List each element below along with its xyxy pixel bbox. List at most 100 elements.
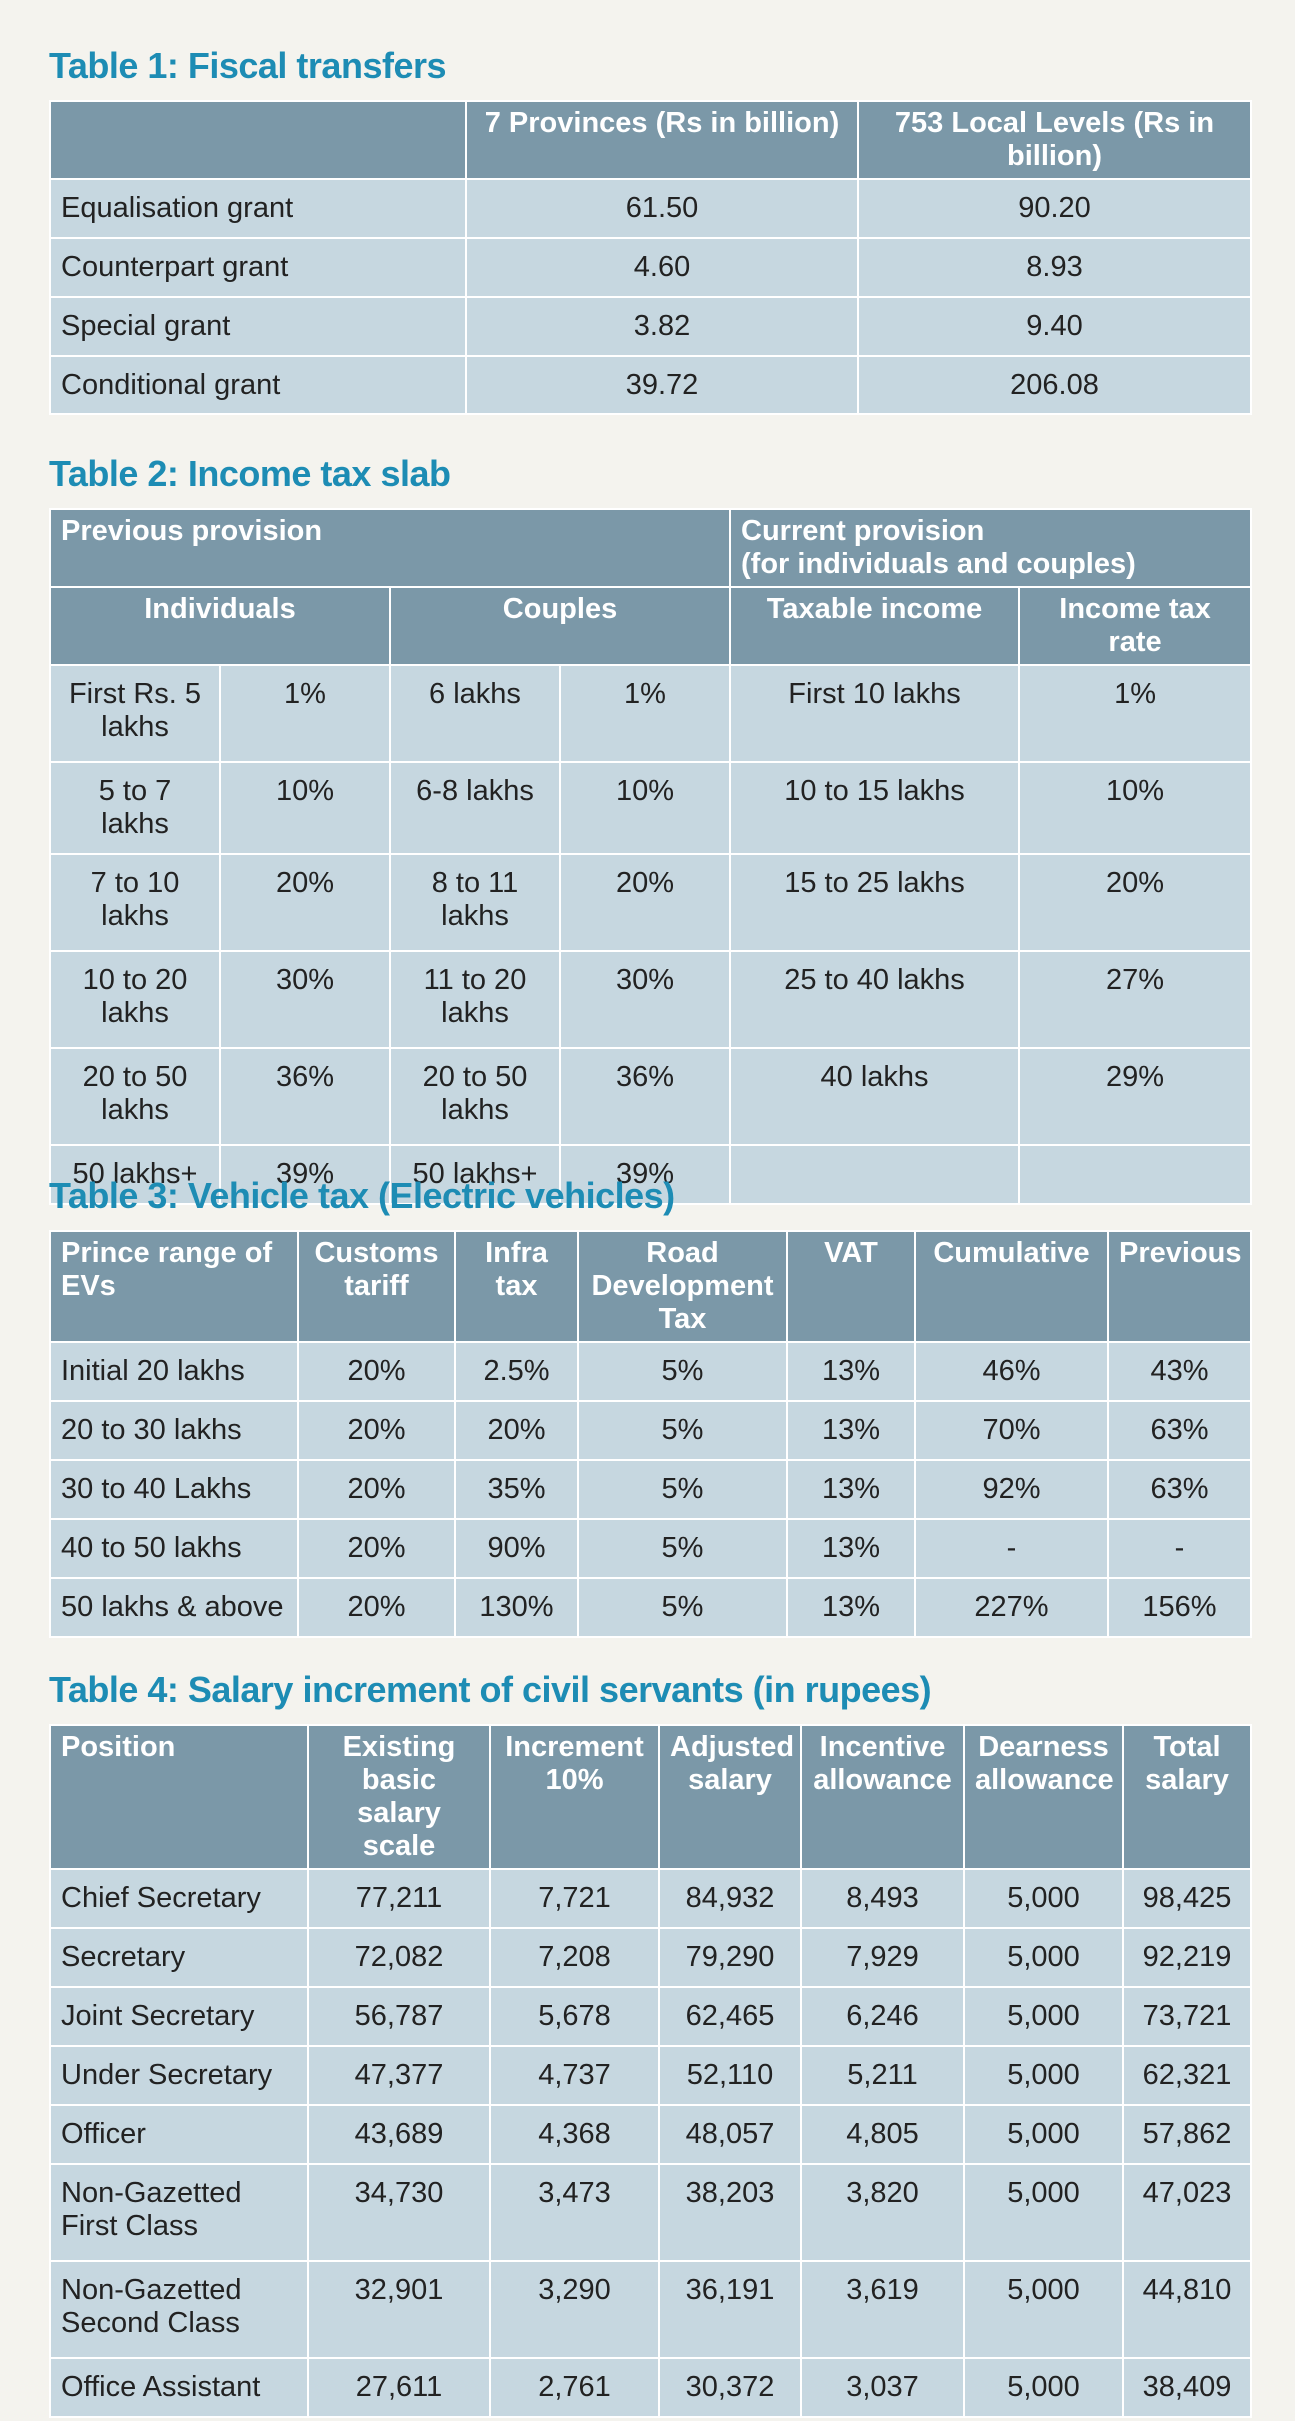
table1-header-row: 7 Provinces (Rs in billion) 753 Local Le…: [49, 100, 1252, 180]
table4-row: Non-Gazetted Second Class 32,901 3,290 36,1…: [49, 2260, 1252, 2359]
table3-cell: 2.5%: [454, 1341, 579, 1402]
table4-cell: 44,810: [1122, 2260, 1252, 2359]
table3-cell: 20%: [454, 1400, 579, 1461]
table2-subheader-row: Individuals Couples Taxable income Incom…: [49, 586, 1253, 666]
table3-row: 40 to 50 lakhs 20% 90% 5% 13% - -: [49, 1518, 1252, 1579]
table4-title: Table 4: Salary increment of civil serva…: [49, 1669, 932, 1710]
table2-cell: 10 to 15 lakhs: [729, 761, 1021, 855]
table4-row: Secretary 72,082 7,208 79,290 7,929 5,000 92,2…: [49, 1927, 1252, 1988]
table3-cell: 20%: [297, 1400, 456, 1461]
table1-cell: 9.40: [857, 296, 1252, 357]
table4-cell: Officer: [49, 2104, 309, 2165]
table4-cell: 3,290: [489, 2260, 660, 2359]
table4-header-cell: Existing basic salary scale: [307, 1724, 491, 1870]
table4-header-cell: Increment 10%: [489, 1724, 660, 1870]
table2-cell: 30%: [558, 950, 732, 1049]
table1-cell: 8.93: [857, 237, 1252, 298]
taxable-income-header: Taxable income: [729, 586, 1021, 666]
previous-provision-header: Previous provision: [48, 508, 732, 588]
table4-cell: Chief Secretary: [49, 1868, 309, 1929]
table3-header-row: Prince range of EVs Customs tariff Infra…: [49, 1230, 1252, 1343]
table4-cell: 4,368: [489, 2104, 660, 2165]
table2-row: First Rs. 5 lakhs 1% 6 lakhs 1% First 10 lak…: [49, 664, 1253, 763]
table3-header-cell: Customs tariff: [297, 1230, 456, 1343]
table4-cell: 4,737: [489, 2045, 660, 2106]
table4-cell: 38,203: [658, 2163, 802, 2262]
table2-cell: [1018, 1144, 1253, 1205]
fiscal-transfers-table: 7 Provinces (Rs in billion) 753 Local Le…: [49, 100, 1252, 415]
table3-cell: -: [1107, 1518, 1252, 1579]
table4-cell: 52,110: [658, 2045, 802, 2106]
couples-header: Couples: [388, 586, 732, 666]
table2-cell: 1%: [558, 664, 732, 763]
table2-cell: 7 to 10 lakhs: [49, 853, 221, 952]
table2-cell: 20 to 50 lakhs: [389, 1047, 561, 1146]
table4-header-cell: Dearness allowance: [963, 1724, 1124, 1870]
table4-cell: 62,465: [658, 1986, 802, 2047]
table3-cell: 5%: [577, 1400, 788, 1461]
table3-cell: 156%: [1107, 1577, 1252, 1638]
table2-row: 7 to 10 lakhs 20% 8 to 11 lakhs 20% 15 to 25…: [49, 853, 1253, 952]
table4-cell: 62,321: [1122, 2045, 1252, 2106]
table4-row: Non-Gazetted First Class 34,730 3,473 38,20…: [49, 2163, 1252, 2262]
table3-cell: 43%: [1107, 1341, 1252, 1402]
table2-cell: 10 to 20 lakhs: [49, 950, 221, 1049]
table3-cell: 46%: [914, 1341, 1109, 1402]
table4-header-cell: Adjusted salary: [658, 1724, 802, 1870]
table4-cell: 79,290: [658, 1927, 802, 1988]
table4-cell: 5,000: [963, 1986, 1124, 2047]
table1-row: Counterpart grant 4.60 8.93: [49, 237, 1252, 298]
table4-cell: 73,721: [1122, 1986, 1252, 2047]
table2-cell: 10%: [558, 761, 732, 855]
table2-cell: 1%: [1018, 664, 1253, 763]
table3-cell: 5%: [577, 1459, 788, 1520]
individuals-header: Individuals: [49, 586, 391, 666]
table2-cell: 20%: [558, 853, 732, 952]
table2-cell: First Rs. 5 lakhs: [49, 664, 221, 763]
table1-header-cell: 7 Provinces (Rs in billion): [465, 100, 859, 180]
table3-cell: 70%: [914, 1400, 1109, 1461]
table4-cell: 5,000: [963, 1868, 1124, 1929]
table4-cell: 5,211: [800, 2045, 965, 2106]
table3-cell: 130%: [454, 1577, 579, 1638]
table4-cell: 8,493: [800, 1868, 965, 1929]
table4-header-row: Position Existing basic salary scale Inc…: [49, 1724, 1252, 1870]
table2-cell: First 10 lakhs: [729, 664, 1021, 763]
table4-cell: 3,037: [800, 2357, 965, 2418]
table3-cell: 30 to 40 Lakhs: [49, 1459, 299, 1520]
table4-cell: 6,246: [800, 1986, 965, 2047]
table4-header-cell: Total salary: [1122, 1724, 1252, 1870]
table4-row: Under Secretary 47,377 4,737 52,110 5,211 5,0…: [49, 2045, 1252, 2106]
table1-cell: 3.82: [465, 296, 859, 357]
table2-cell: 50 lakhs+: [389, 1144, 561, 1205]
table2-row: 10 to 20 lakhs 30% 11 to 20 lakhs 30% 25 to …: [49, 950, 1253, 1049]
table2-cell: 1%: [219, 664, 391, 763]
table2-cell: 10%: [219, 761, 391, 855]
table3-cell: 50 lakhs & above: [49, 1577, 299, 1638]
table3-header-cell: Road Development Tax: [577, 1230, 788, 1343]
table3-cell: 5%: [577, 1518, 788, 1579]
table3-cell: 13%: [786, 1518, 916, 1579]
table2-cell: 27%: [1018, 950, 1253, 1049]
table4-cell: 43,689: [307, 2104, 491, 2165]
table3-cell: 92%: [914, 1459, 1109, 1520]
table3-header-cell: Previous: [1107, 1230, 1252, 1343]
table1-row: Special grant 3.82 9.40: [49, 296, 1252, 357]
table3-cell: 13%: [786, 1400, 916, 1461]
table3-title: Table 3: Vehicle tax (Electric vehicles): [49, 1175, 675, 1216]
table4-cell: 30,372: [658, 2357, 802, 2418]
table4-cell: 72,082: [307, 1927, 491, 1988]
table2-cell: 20%: [1018, 853, 1253, 952]
table3-cell: -: [914, 1518, 1109, 1579]
table4-cell: 77,211: [307, 1868, 491, 1929]
table3-cell: 5%: [577, 1577, 788, 1638]
table3-cell: 63%: [1107, 1459, 1252, 1520]
table2-cell: 36%: [219, 1047, 391, 1146]
table2-cell: 39%: [558, 1144, 732, 1205]
table4-cell: Joint Secretary: [49, 1986, 309, 2047]
table4-cell: 5,678: [489, 1986, 660, 2047]
table3-cell: 20%: [297, 1577, 456, 1638]
table2-cell: 29%: [1018, 1047, 1253, 1146]
table3-header-cell: Cumulative: [914, 1230, 1109, 1343]
